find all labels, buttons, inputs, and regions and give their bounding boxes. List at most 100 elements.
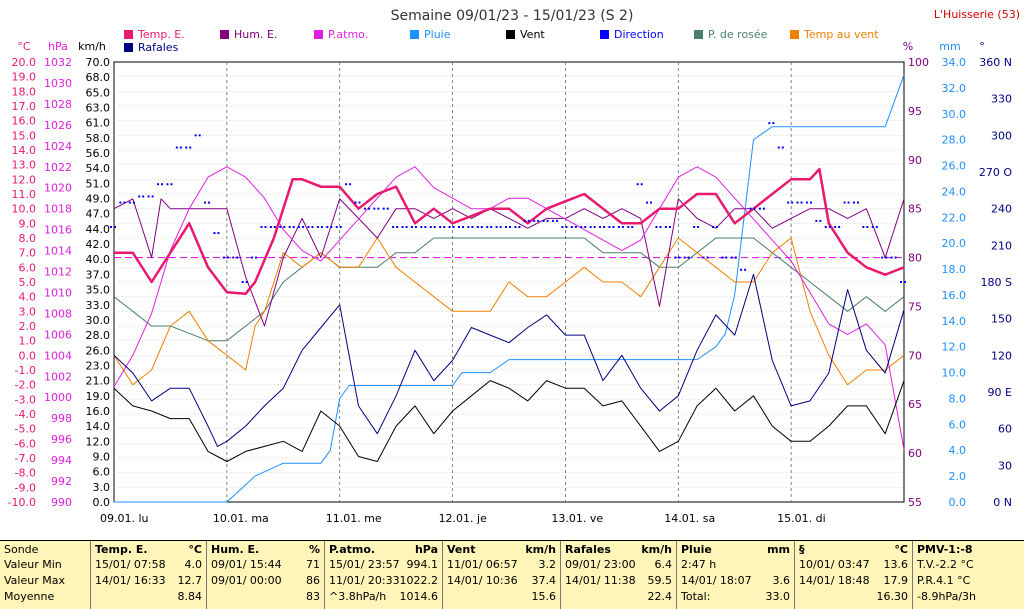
direction-point <box>251 256 254 259</box>
stats-row: 14/01/ 18:07 3.6 <box>681 574 790 590</box>
tick-dir: 300 <box>991 129 1012 142</box>
tick-dir: 30 <box>998 459 1012 472</box>
stats-row: 16.30 <box>799 590 909 606</box>
direction-point <box>702 256 705 259</box>
direction-point <box>787 201 790 204</box>
tick-rain: 22.0 <box>942 211 967 224</box>
stats-col-title: Vent km/h <box>447 543 556 558</box>
direction-point <box>424 226 427 228</box>
direction-point <box>345 183 348 186</box>
direction-point <box>320 226 323 228</box>
direction-point <box>871 226 874 228</box>
direction-point <box>847 201 850 204</box>
tick-rain: 16.0 <box>942 289 967 302</box>
tick-wind: 68.0 <box>86 71 111 84</box>
stats-row: 83 <box>211 590 320 606</box>
direction-point <box>664 226 667 228</box>
stats-when: 14/01/ 18:07 <box>681 574 752 587</box>
stats-when: 2:47 h <box>681 558 717 571</box>
tick-press: 1000 <box>44 391 72 404</box>
stats-when: 09/01/ 15:44 <box>211 558 282 571</box>
stats-row: 15/01/ 07:58 4.0 <box>95 558 202 574</box>
legend-swatch <box>124 43 133 52</box>
legend-label: Temp. E. <box>137 28 185 41</box>
tick-temp: 20.0 <box>12 56 37 69</box>
direction-point <box>382 207 385 210</box>
direction-point <box>894 256 897 259</box>
tick-wind: 28.0 <box>86 329 111 342</box>
legend-swatch <box>314 30 323 39</box>
direction-point <box>151 195 154 198</box>
tick-wind: 37.0 <box>86 268 111 281</box>
tick-press: 1014 <box>44 245 72 258</box>
direction-point <box>457 226 460 228</box>
direction-point <box>142 195 145 198</box>
direction-point <box>443 226 446 228</box>
tick-wind: 14.0 <box>86 420 111 433</box>
stats-col-title: Temp. E. °C <box>95 543 202 558</box>
direction-point <box>316 226 319 228</box>
tick-temp: 4.0 <box>19 291 37 304</box>
stats-row: 14/01/ 18:48 17.9 <box>799 574 908 590</box>
direction-point <box>363 207 366 210</box>
direction-point <box>401 226 404 228</box>
direction-point <box>838 226 841 228</box>
direction-point <box>608 226 611 228</box>
direction-point <box>828 226 831 228</box>
tick-wind: 30.0 <box>86 314 111 327</box>
legend-swatch <box>694 30 703 39</box>
stats-when: 11/01/ 06:57 <box>447 558 518 571</box>
direction-point <box>603 226 606 228</box>
tick-hum: 100 <box>908 56 929 69</box>
stats-title-text: Rafales <box>565 543 611 556</box>
direction-point <box>405 226 408 228</box>
tick-day: 09.01. lu <box>100 512 149 525</box>
stats-value: 71 <box>306 558 320 571</box>
stats-title-text: § <box>799 543 805 556</box>
series-temp-e- <box>114 167 905 295</box>
legend-label: Temp au vent <box>803 28 879 41</box>
direction-point <box>339 226 342 228</box>
direction-point <box>777 146 780 149</box>
tick-rain: 32.0 <box>942 82 967 95</box>
tick-temp: 5.0 <box>19 276 37 289</box>
tick-temp: -3.0 <box>15 393 36 406</box>
direction-point <box>599 226 602 228</box>
chart-title: Semaine 09/01/23 - 15/01/23 (S 2) <box>391 8 634 24</box>
station-name: L'Huisserie (53) <box>934 8 1020 21</box>
direction-point <box>194 134 197 137</box>
direction-point <box>429 226 432 228</box>
direction-point <box>273 226 276 228</box>
stats-title-text: P.atmo. <box>329 543 376 556</box>
tick-wind: 0.0 <box>93 496 111 509</box>
direction-point <box>678 256 681 259</box>
axis-unit-dir: ° <box>979 40 985 53</box>
direction-point <box>514 226 517 228</box>
tick-temp: 14.0 <box>12 144 37 157</box>
direction-point <box>486 226 489 228</box>
direction-point <box>900 281 902 283</box>
tick-wind: 33.0 <box>86 299 111 312</box>
tick-day: 14.01. sa <box>664 512 715 525</box>
tick-temp: 18.0 <box>12 85 37 98</box>
tick-press: 1006 <box>44 328 72 341</box>
tick-hum: 55 <box>908 496 922 509</box>
stats-when: 15/01/ 23:57 <box>329 558 400 571</box>
direction-point <box>866 226 869 228</box>
direction-point <box>631 226 634 228</box>
stats-col: § °C 10/01/ 03:47 13.6 14/01/ 18:48 17.9 16.30 <box>794 541 912 609</box>
tick-rain: 6.0 <box>949 418 967 431</box>
direction-point <box>753 207 756 210</box>
direction-point <box>824 226 827 228</box>
stats-value: 33.0 <box>765 590 791 603</box>
direction-point <box>185 146 188 149</box>
direction-point <box>730 256 733 259</box>
direction-point <box>236 256 239 259</box>
tick-rain: 12.0 <box>942 341 967 354</box>
direction-point <box>904 281 906 283</box>
direction-point <box>226 256 229 259</box>
direction-point <box>781 146 784 149</box>
direction-point <box>885 256 888 259</box>
stats-row: 2:47 h <box>681 558 790 574</box>
tick-wind: 63.0 <box>86 102 111 115</box>
